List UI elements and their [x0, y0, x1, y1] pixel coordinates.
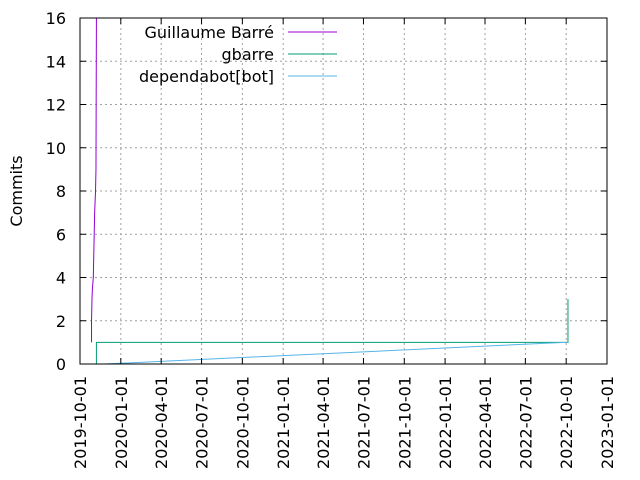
x-tick-label: 2022-04-01: [476, 376, 495, 469]
series-lines: [91, 17, 569, 365]
y-axis-ticks: 0 2 4 6 8 10 12 14 16: [46, 9, 607, 374]
y-tick-label: 14: [46, 52, 66, 71]
x-tick-label: 2020-04-01: [152, 376, 171, 469]
series-line-0: [91, 17, 97, 343]
x-tick-label: 2021-10-01: [395, 376, 414, 469]
x-tick-label: 2021-01-01: [274, 376, 293, 469]
x-tick-label: 2022-01-01: [436, 376, 455, 469]
y-tick-label: 2: [56, 312, 66, 331]
y-tick-label: 12: [46, 96, 66, 115]
x-tick-label: 2019-10-01: [71, 376, 90, 469]
y-tick-label: 6: [56, 225, 66, 244]
x-tick-label: 2020-07-01: [193, 376, 212, 469]
legend-label: gbarre: [222, 45, 274, 64]
x-axis-ticks: 2019-10-01 2020-01-01 2020-04-01 2020-07-01…: [71, 18, 617, 469]
legend: Guillaume Barré gbarre dependabot[bot]: [139, 23, 337, 86]
x-tick-label: 2020-01-01: [112, 376, 131, 469]
y-tick-label: 10: [46, 139, 66, 158]
y-tick-label: 0: [56, 355, 66, 374]
x-tick-label: 2022-07-01: [516, 376, 535, 469]
x-tick-label: 2020-10-01: [233, 376, 252, 469]
series-line-2: [104, 341, 568, 365]
x-tick-label: 2022-10-01: [557, 376, 576, 469]
series-line-1: [95, 299, 569, 364]
y-tick-label: 8: [56, 182, 66, 201]
y-axis-label: Commits: [7, 155, 26, 226]
legend-label: dependabot[bot]: [139, 67, 274, 86]
x-tick-label: 2021-07-01: [354, 376, 373, 469]
x-tick-label: 2023-01-01: [598, 376, 617, 469]
x-tick-label: 2021-04-01: [314, 376, 333, 469]
y-tick-label: 4: [56, 269, 66, 288]
legend-label: Guillaume Barré: [145, 23, 274, 42]
y-tick-label: 16: [46, 9, 66, 28]
